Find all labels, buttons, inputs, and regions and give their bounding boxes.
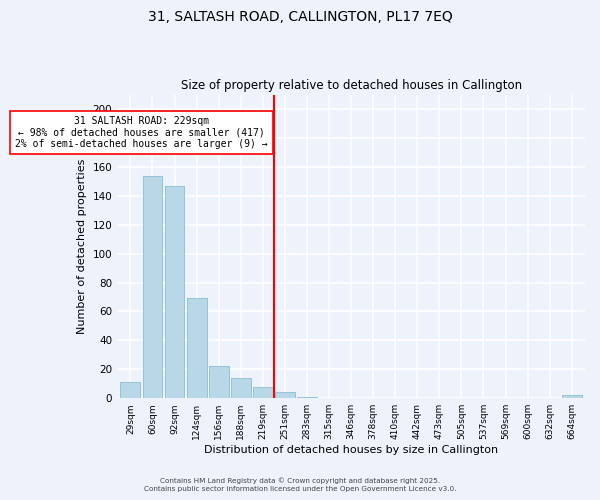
Bar: [143, 176, 163, 398]
Bar: [297, 397, 317, 398]
Title: Size of property relative to detached houses in Callington: Size of property relative to detached ho…: [181, 79, 521, 92]
Bar: [231, 378, 251, 398]
Bar: [275, 392, 295, 398]
Text: 31, SALTASH ROAD, CALLINGTON, PL17 7EQ: 31, SALTASH ROAD, CALLINGTON, PL17 7EQ: [148, 10, 452, 24]
Bar: [209, 366, 229, 398]
Bar: [121, 382, 140, 398]
Text: 31 SALTASH ROAD: 229sqm
← 98% of detached houses are smaller (417)
2% of semi-de: 31 SALTASH ROAD: 229sqm ← 98% of detache…: [15, 116, 268, 150]
Bar: [562, 396, 581, 398]
Text: Contains HM Land Registry data © Crown copyright and database right 2025.
Contai: Contains HM Land Registry data © Crown c…: [144, 478, 456, 492]
X-axis label: Distribution of detached houses by size in Callington: Distribution of detached houses by size …: [204, 445, 498, 455]
Bar: [164, 186, 184, 398]
Bar: [253, 386, 273, 398]
Bar: [187, 298, 206, 398]
Y-axis label: Number of detached properties: Number of detached properties: [77, 158, 87, 334]
